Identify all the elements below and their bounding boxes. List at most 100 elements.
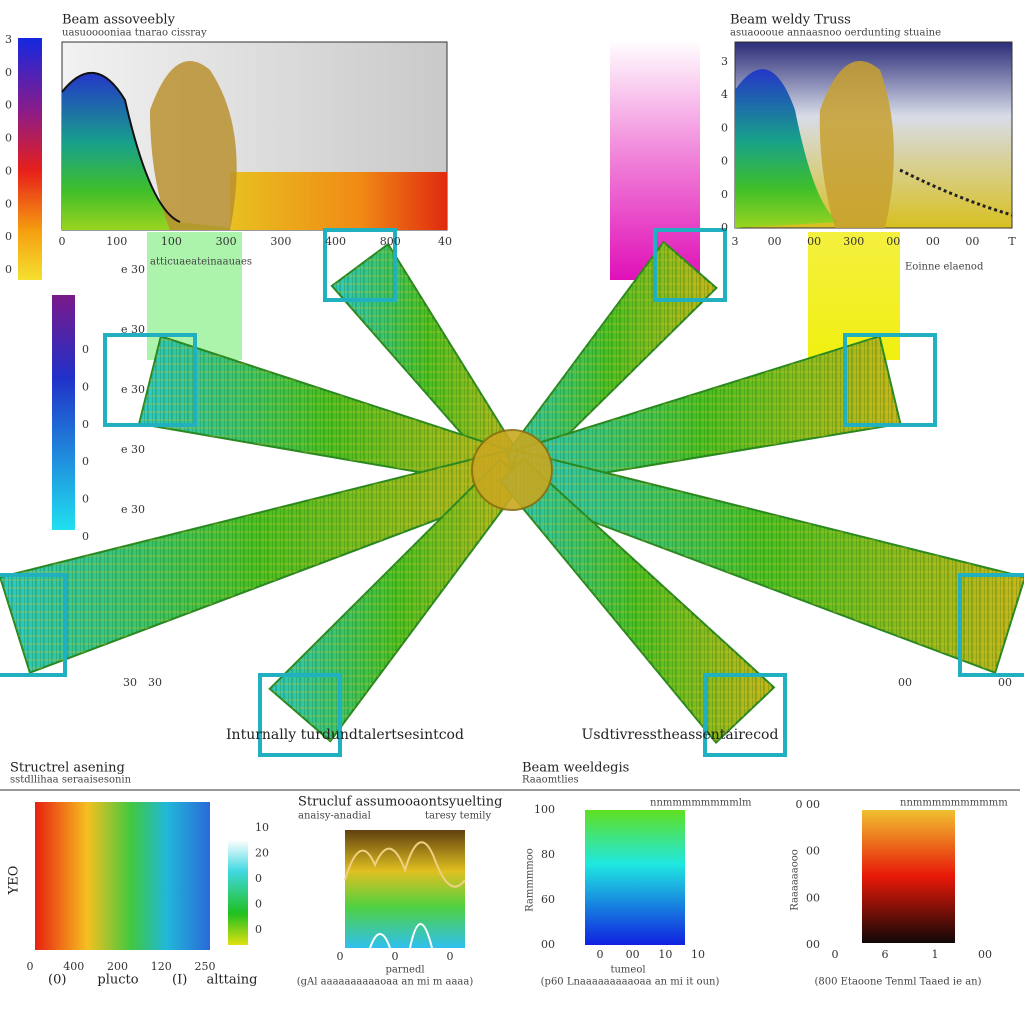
curve [899,168,1013,217]
section-subtitle: sstdllihaa seraaisesonin [10,775,132,786]
beam-end [103,333,197,427]
footer: (800 Etaoone Tenml Taaed ie an) [814,977,981,988]
tick-label: 0 [721,121,728,134]
tick-label: 00 [978,948,992,961]
tick-label: 120 [151,960,172,973]
x-label: plucto [97,973,138,988]
beam-mesh [506,450,1024,673]
tick-label: 00 [926,235,940,248]
panel-subtitle: taresy temily [425,811,491,822]
truss-model [0,228,1024,757]
panel-title: Strucluf assumooaontsyuelting [298,795,502,810]
region [230,172,447,230]
tick-label: 10 [658,948,672,961]
mesh-blob [150,61,237,230]
section-title: Beam weeldegis [522,761,629,776]
tick-label: 400 [63,960,84,973]
caption: Inturnally turdundtalertsesintcod [226,727,464,743]
tick-label: 00 [768,235,782,248]
tick-label: 0 00 [796,798,821,811]
beam-mesh [507,336,901,488]
heatmap [35,802,210,950]
colorbar [18,38,42,280]
tick-label: e 30 [121,383,145,396]
y-label: Rammmmoo [525,848,536,912]
tick-label: e 30 [121,503,145,516]
x-label: tumeol [610,965,645,976]
beam-end [958,573,1024,677]
tick-label: 3 [732,235,739,248]
caption: Usdtivresstheassentairecod [582,727,779,743]
beam-end [323,228,397,302]
tick-label: 0 [255,872,262,885]
tick-label: 0 [721,221,728,234]
tick-label: 0 [721,188,728,201]
tick-label: 0 [5,66,12,79]
tick-label: 0 [5,263,12,276]
tick-label: 00 [807,235,821,248]
section-subtitle: Raaomtlies [522,775,579,786]
beam-mesh [139,336,517,488]
tick-label: 100 [106,235,127,248]
tick-label: 0 [82,343,89,356]
beam-end [703,673,787,757]
panel-label: nnmmmmmmmmmm [900,798,1008,809]
curve [344,841,466,888]
section-title: Structrel asening [10,761,125,776]
tick-label: 0 [597,948,604,961]
tick-label: 00 [541,938,555,951]
y-label: Raaaaaaooo [790,849,801,911]
tick-label: 30 [123,676,137,689]
tick-label: 300 [270,235,291,248]
tick-label: 00 [898,676,912,689]
beam-end [258,673,342,757]
tick-label: 0 [5,197,12,210]
tick-label: 800 [380,235,401,248]
tick-label: 100 [534,803,555,816]
tick-label: 0 [59,235,66,248]
footer: (gAl aaaaaaaaaaoaa an mi m aaaa) [297,977,474,988]
tick-label: 400 [325,235,346,248]
tick-label: 0 [5,99,12,112]
x-label: parnedl [385,965,424,976]
area [62,72,230,231]
panel-label: nnmmmmmmmmlm [650,798,752,809]
beam-end [843,333,937,427]
colorbar [228,840,248,945]
tick-label: 0 [255,923,262,936]
heatmap [585,810,685,945]
tick-label: 60 [541,893,555,906]
heatmap [862,810,955,943]
tick-label: 00 [806,845,820,858]
title: Beam assoveebly [62,13,176,28]
tick-label: 40 [438,235,452,248]
tick-label: 0 [82,380,89,393]
heatmap [345,830,465,948]
tick-label: 80 [541,848,555,861]
tick-label: e 30 [121,323,145,336]
tick-label: 3 [5,33,12,46]
colorbar [52,295,75,530]
tick-label: 4 [721,88,728,101]
tick-label: 250 [195,960,216,973]
tick-label: 0 [721,155,728,168]
note: Eoinne elaenod [905,262,984,273]
tick-label: 0 [27,960,34,973]
note: atticuaeateinaauaes [150,257,252,268]
tick-label: 0 [255,898,262,911]
beam-mesh [269,459,525,742]
subtitle: uasuooooniaa tnarao cissray [62,28,207,39]
tick-label: 00 [965,235,979,248]
curve [61,72,181,223]
tick-label: 0 [337,950,344,963]
tick-label: 0 [82,493,89,506]
footer: (0) [48,973,66,988]
beam-mesh [331,244,524,479]
beam-end [653,228,727,302]
tick-label: 0 [5,164,12,177]
title: Beam weldy Truss [730,13,851,28]
tick-label: 00 [886,235,900,248]
tick-label: 0 [82,530,89,543]
tick-label: 0 [5,230,12,243]
